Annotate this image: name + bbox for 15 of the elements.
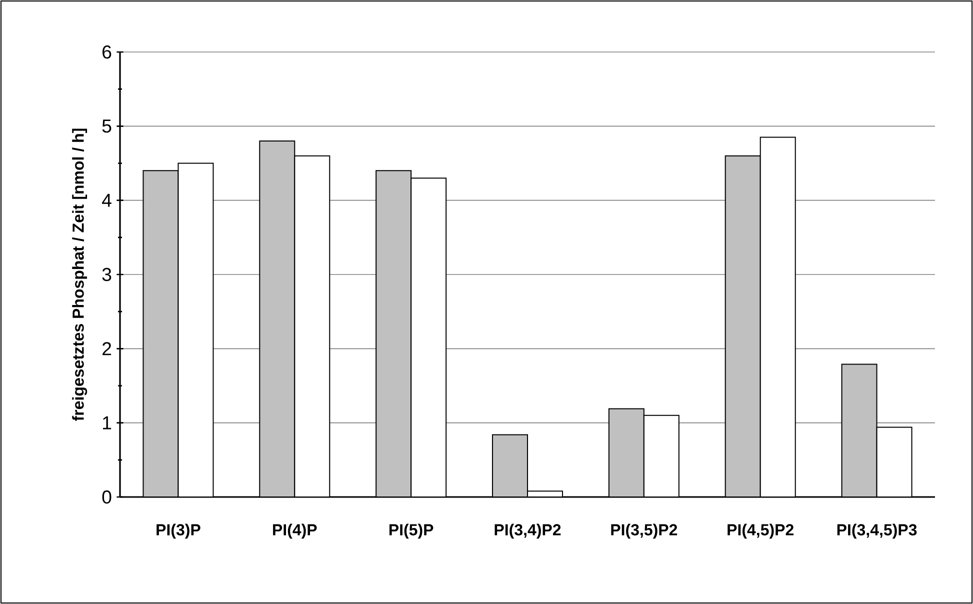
y-tick-label: 0 <box>102 490 112 504</box>
y-axis-title: freigesetztes Phosphat / Zeit [nmol / h] <box>72 128 88 421</box>
y-tick-label: 5 <box>102 120 112 133</box>
x-tick-label: PI(3,4)P2 <box>494 524 561 539</box>
x-tick-label: PI(5)P <box>389 524 434 539</box>
y-tick-label: 6 <box>102 45 112 59</box>
x-tick-label: PI(3)P <box>156 524 200 539</box>
x-tick-label: PI(4,5)P2 <box>728 524 794 539</box>
y-tick-label: 1 <box>103 416 112 430</box>
y-tick-label: 4 <box>102 194 112 207</box>
x-tick-label: PI(4)P <box>273 524 317 539</box>
x-tick-label: PI(3,4,5)P3 <box>837 524 917 539</box>
y-tick-label: 2 <box>102 342 112 356</box>
y-tick-label: 3 <box>102 268 112 282</box>
x-tick-label: PI(3,5)P2 <box>611 524 678 539</box>
